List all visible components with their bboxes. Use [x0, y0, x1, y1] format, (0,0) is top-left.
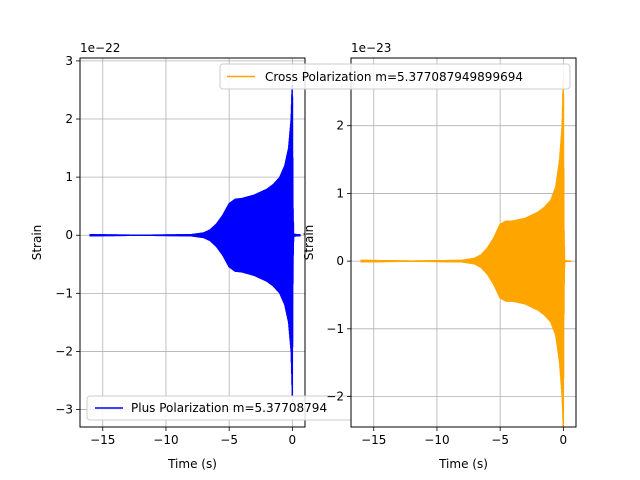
x-tick-label: −15 — [361, 433, 386, 447]
y-tick-label: −1 — [326, 322, 344, 336]
series-envelope — [90, 78, 300, 398]
x-tick-label: 0 — [560, 433, 568, 447]
legend: Plus Polarization m=5.37708794 — [86, 395, 368, 421]
legend-box — [219, 63, 571, 90]
y-tick-label: −3 — [55, 403, 73, 417]
y-tick-label: 1 — [65, 170, 73, 184]
y-ticks: −3 −2 −1 0 1 2 3 — [55, 54, 80, 417]
y-tick-label: 2 — [65, 112, 73, 126]
y-tick-label: 0 — [65, 228, 73, 242]
axes-frame — [350, 57, 577, 428]
legend: Cross Polarization m=5.377087949899694 — [219, 63, 571, 90]
y-tick-label: −1 — [55, 286, 73, 300]
series-envelope — [361, 71, 571, 427]
y-axis-label: Strain — [302, 225, 316, 261]
legend-label-plus: Plus Polarization m=5.37708794 — [131, 401, 327, 415]
series-plus — [89, 78, 301, 398]
series-cross — [360, 71, 572, 427]
offset-text: 1e−23 — [351, 41, 391, 55]
x-tick-label: −15 — [90, 433, 115, 447]
x-tick-label: −5 — [220, 433, 238, 447]
y-tick-label: 1 — [336, 186, 344, 200]
axes-frame — [79, 57, 306, 428]
x-axis-label: Time (s) — [438, 457, 488, 471]
legend-label-cross: Cross Polarization m=5.377087949899694 — [265, 70, 523, 84]
y-tick-label: −2 — [55, 344, 73, 358]
x-tick-label: −10 — [153, 433, 178, 447]
y-tick-label: −2 — [326, 390, 344, 404]
offset-text: 1e−22 — [80, 41, 120, 55]
y-tick-label: 2 — [336, 119, 344, 133]
x-ticks: −15 −10 −5 0 — [361, 427, 567, 447]
y-tick-label: 0 — [336, 254, 344, 268]
x-tick-label: −5 — [491, 433, 509, 447]
y-tick-label: 3 — [65, 54, 73, 68]
x-tick-label: 0 — [289, 433, 297, 447]
y-axis-label: Strain — [30, 225, 44, 261]
x-axis-label: Time (s) — [167, 457, 217, 471]
y-ticks: −2 −1 0 1 2 — [326, 119, 351, 404]
x-tick-label: −10 — [424, 433, 449, 447]
x-ticks: −15 −10 −5 0 — [90, 427, 296, 447]
